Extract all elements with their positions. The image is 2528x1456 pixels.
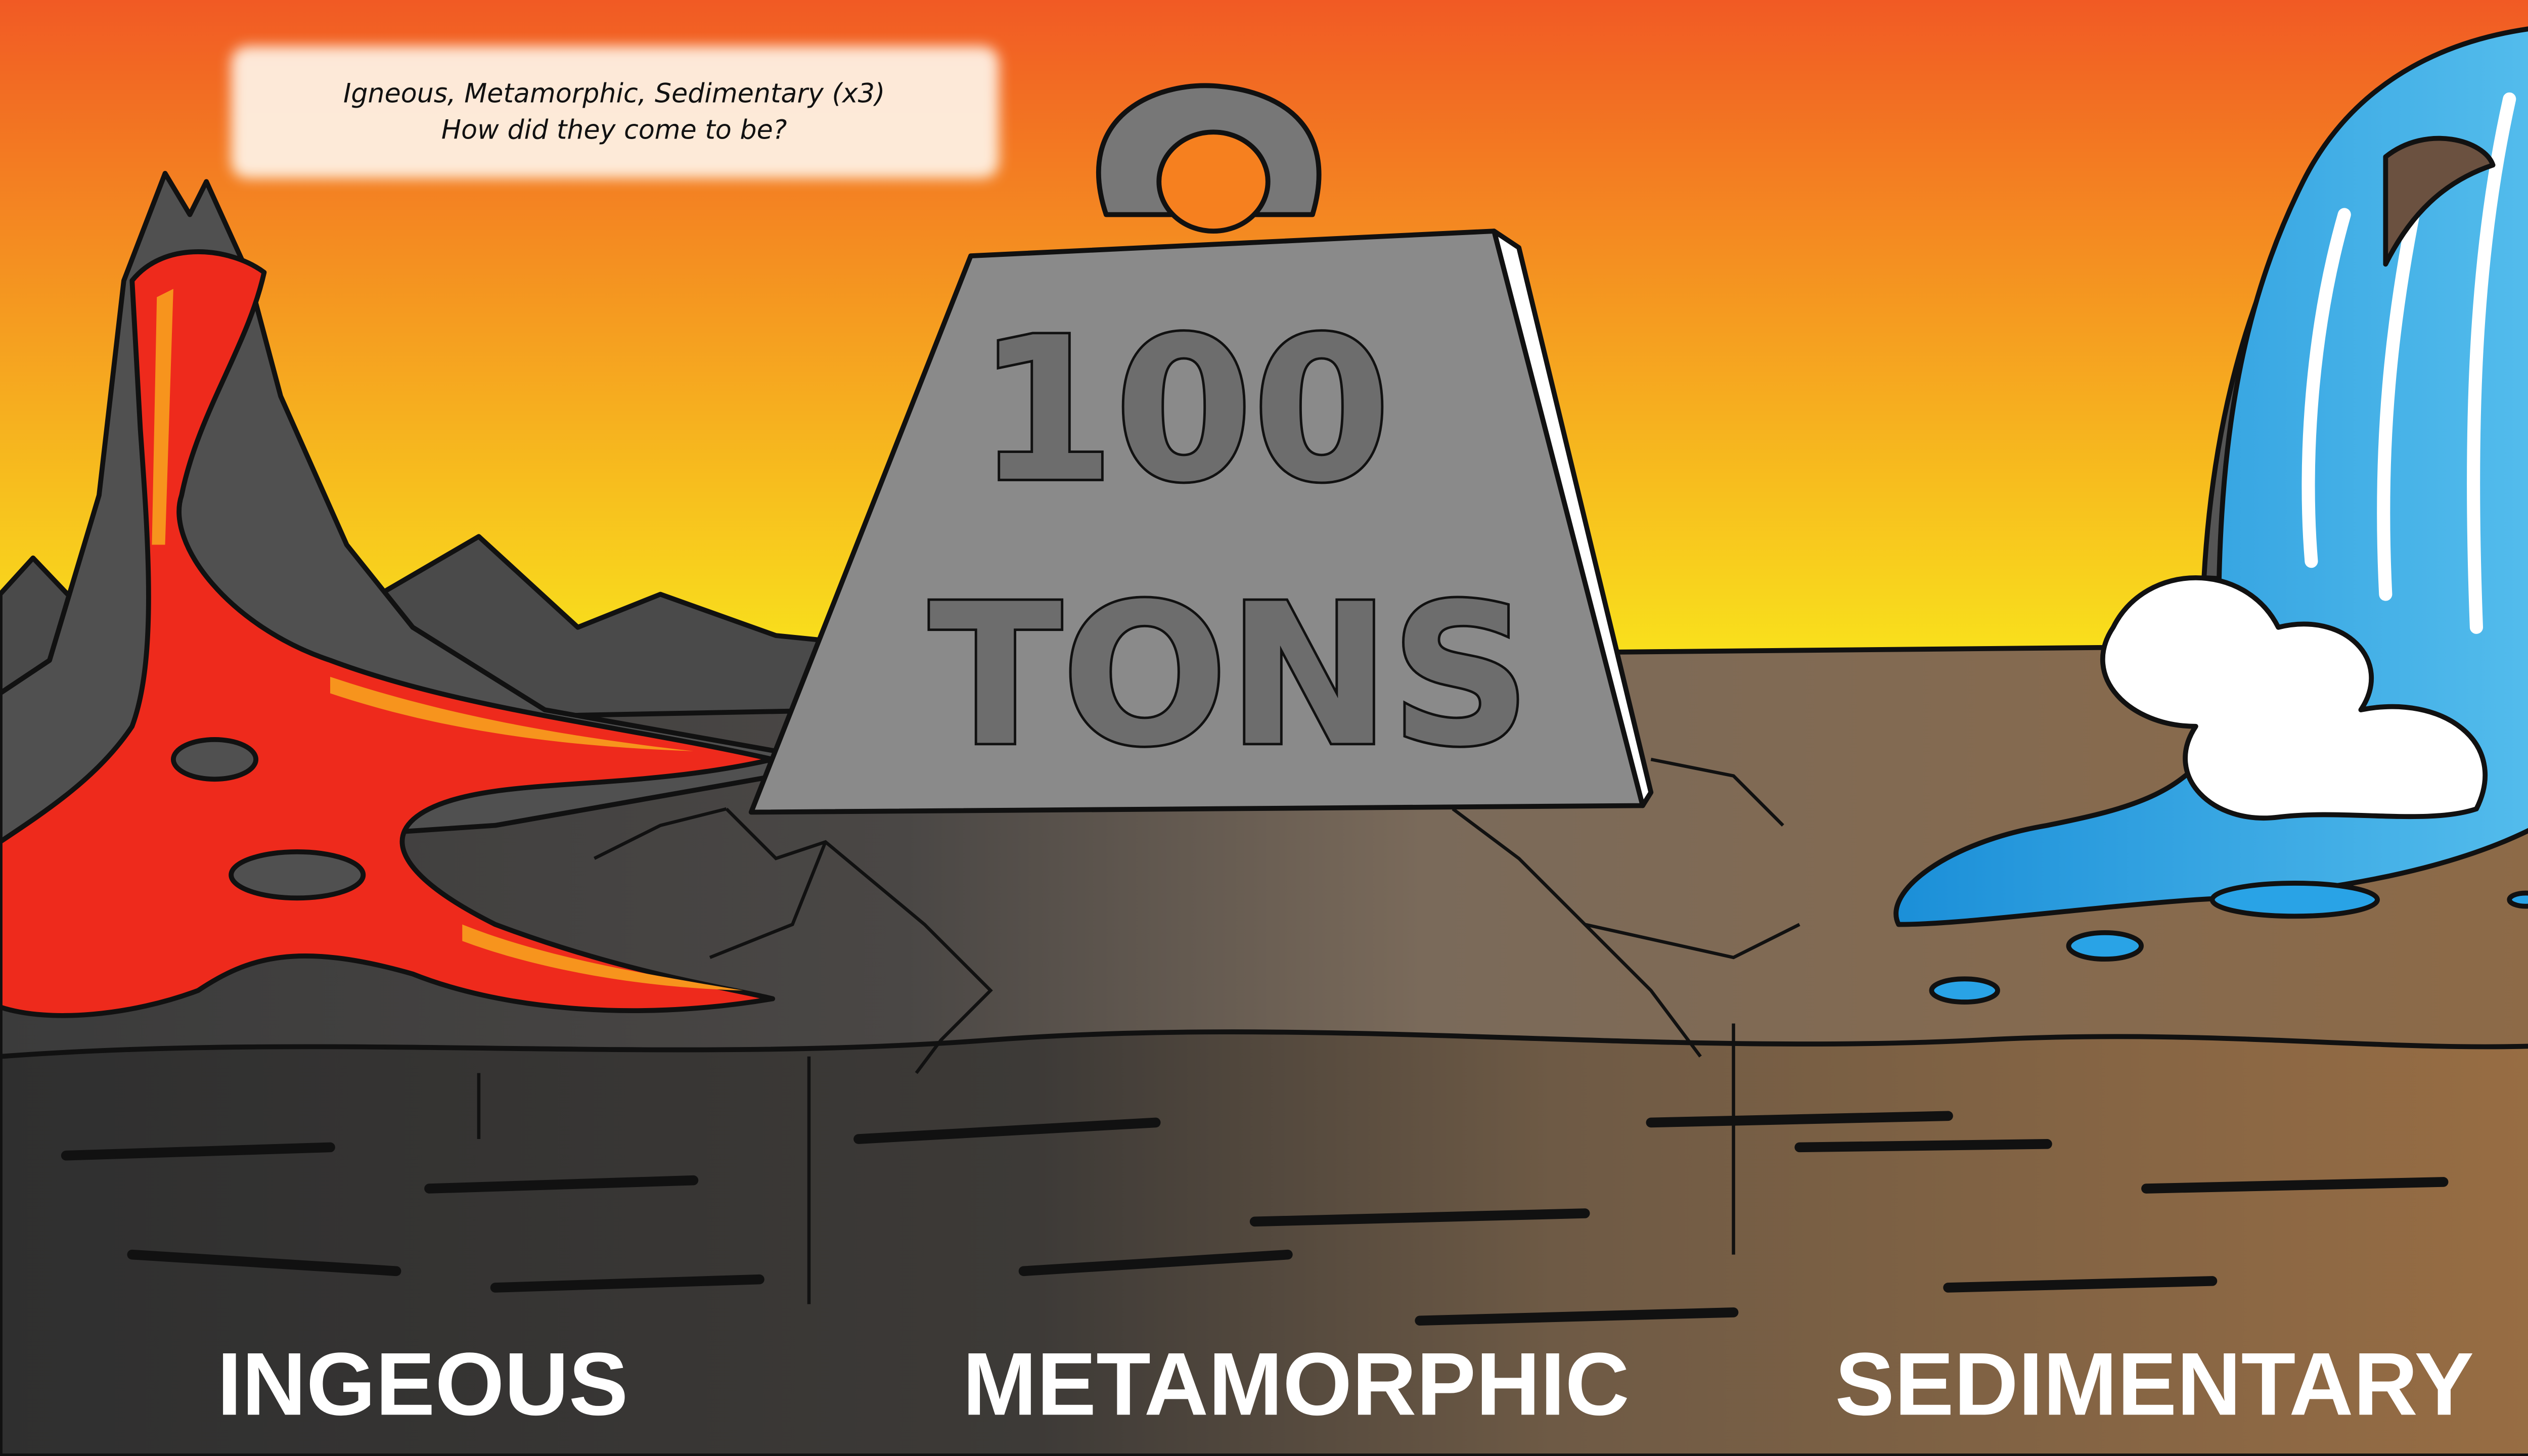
weight-unit: TONS [929, 562, 1530, 789]
weight-hole [1159, 132, 1268, 231]
caption-line: Igneous, Metamorphic, Sedimentary (x3) [343, 78, 885, 109]
rock-label: SEDIMENTARY [1835, 1334, 2474, 1434]
weight-number: 100 [977, 295, 1390, 526]
rock-label: METAMORPHIC [963, 1334, 1630, 1434]
rock-label: INGEOUS [217, 1334, 628, 1434]
page: 100 TONS Igneous, Metamorphic, Sedimenta… [0, 0, 2528, 1456]
illustration: 100 TONS Igneous, Metamorphic, Sedimenta… [0, 0, 2528, 1456]
caption-box [231, 46, 999, 178]
caption-line: How did they come to be? [441, 115, 787, 145]
